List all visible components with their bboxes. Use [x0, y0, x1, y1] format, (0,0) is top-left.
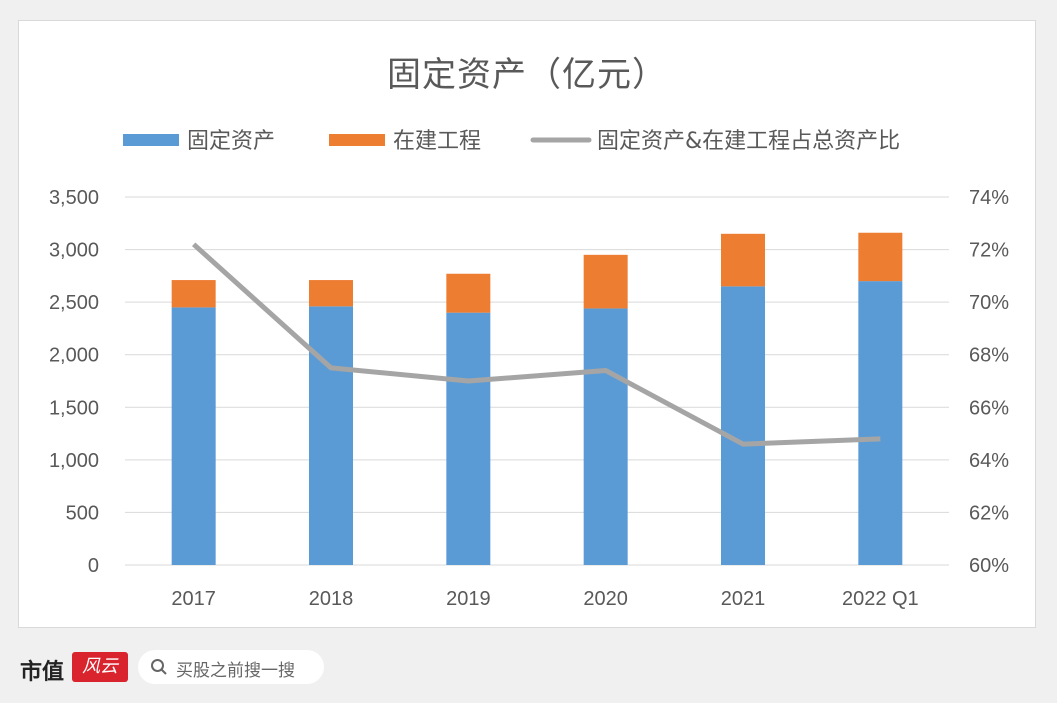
- search-placeholder: 买股之前搜一搜: [176, 661, 295, 681]
- bar-fixed-assets: [721, 286, 765, 565]
- y-right-tick-label: 68%: [969, 345, 1009, 367]
- footer: 市值 风云 买股之前搜一搜: [20, 648, 420, 688]
- x-tick-label: 2020: [583, 588, 628, 610]
- y-right-tick-label: 64%: [969, 450, 1009, 472]
- y-left-tick-label: 3,000: [49, 240, 99, 262]
- chart-plot: 0 500 1,000 1,500 2,000 2,500 3,000 3,500 60% 62%…: [49, 129, 1009, 610]
- bar-fixed-assets: [446, 312, 491, 565]
- bar-fixed-assets: [858, 281, 903, 565]
- y-left-tick-label: 1,500: [49, 397, 99, 419]
- search-icon: [151, 659, 167, 675]
- y-left-tick-label: 2,000: [49, 345, 99, 367]
- y-right-tick-label: 72%: [969, 240, 1009, 262]
- legend-label: 在建工程: [393, 129, 481, 154]
- legend-label: 固定资产: [187, 129, 275, 154]
- bar-construction: [721, 233, 765, 287]
- bar-fixed-assets: [171, 307, 216, 565]
- bar-construction: [446, 273, 491, 313]
- chart-title: 固定资产（亿元）: [387, 55, 667, 95]
- bar-construction: [309, 280, 353, 307]
- y-left-tick-label: 0: [88, 555, 99, 577]
- y-right-tick-label: 62%: [969, 502, 1009, 524]
- x-tick-label: 2017: [171, 588, 216, 610]
- search-input[interactable]: 买股之前搜一搜: [138, 650, 324, 684]
- ratio-line: [191, 242, 881, 447]
- chart-card: 固定资产（亿元） 0 500 1,000 1,500 2,000 2,500 3,000 3,…: [18, 20, 1036, 628]
- bar-construction: [858, 232, 903, 282]
- bar-fixed-assets: [583, 308, 628, 565]
- x-tick-label: 2022 Q1: [842, 588, 919, 610]
- brand-logo-mark: 风云: [72, 652, 128, 682]
- bar-construction: [583, 254, 628, 309]
- y-left-tick-label: 1,000: [49, 450, 99, 472]
- y-left-tick-label: 2,500: [49, 292, 99, 314]
- y-left-tick-label: 500: [66, 502, 99, 524]
- y-right-tick-label: 66%: [969, 397, 1009, 419]
- x-tick-label: 2018: [309, 588, 354, 610]
- y-right-tick-label: 70%: [969, 292, 1009, 314]
- bar-construction: [171, 280, 216, 308]
- legend-swatch: [329, 134, 385, 146]
- y-right-tick-label: 60%: [969, 555, 1009, 577]
- legend-label: 固定资产&在建工程占总资产比: [597, 129, 900, 154]
- brand-logo-text: 市值: [20, 659, 65, 685]
- y-right-tick-label: 74%: [969, 187, 1009, 209]
- bar-fixed-assets: [309, 306, 353, 565]
- x-tick-label: 2019: [446, 588, 491, 610]
- x-tick-label: 2021: [721, 588, 766, 610]
- legend-swatch: [123, 134, 179, 146]
- y-left-tick-label: 3,500: [49, 187, 99, 209]
